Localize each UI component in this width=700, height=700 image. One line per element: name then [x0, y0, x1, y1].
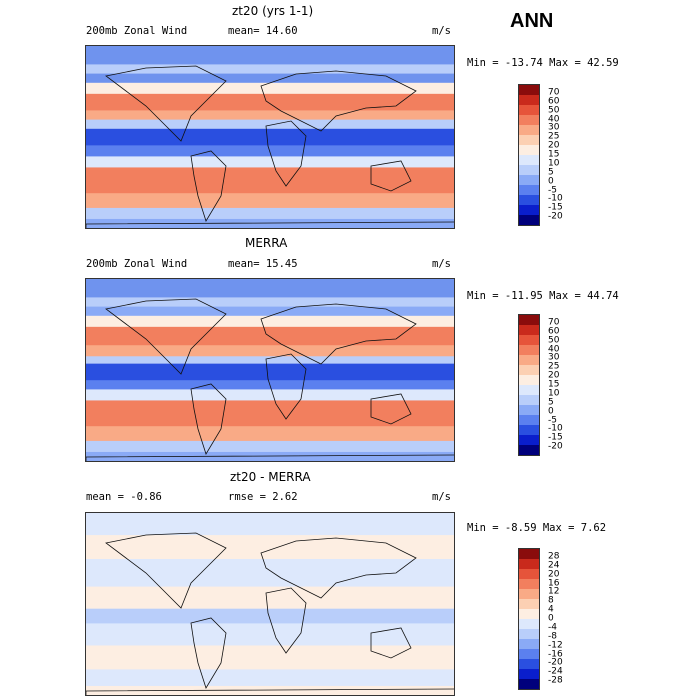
- colorbar-tick-label: 0: [548, 176, 554, 187]
- min-max-label: Min = -11.95 Max = 44.74: [467, 290, 619, 302]
- colorbar-tick-label: 50: [548, 335, 560, 346]
- colorbar-tick-label: 28: [548, 551, 560, 562]
- colorbar-tick-label: -10: [548, 423, 563, 434]
- difference-map: [85, 512, 455, 696]
- season-label: ANN: [510, 10, 554, 32]
- colorbar-tick-label: 15: [548, 149, 560, 160]
- colorbar-tick-label: 20: [548, 370, 560, 381]
- colorbar-tick-label: 10: [548, 158, 560, 169]
- panel-title: zt20 (yrs 1-1): [232, 4, 314, 18]
- units-label: m/s: [432, 491, 451, 503]
- variable-label: 200mb Zonal Wind: [86, 25, 188, 37]
- colorbar-tick-label: -16: [548, 649, 563, 659]
- colorbar-tick-label: 30: [548, 122, 560, 133]
- colorbar-tick-label: -4: [548, 622, 557, 633]
- colorbar-tick-label: -5: [548, 185, 557, 195]
- colorbar-tick-label: 20: [548, 569, 560, 580]
- colorbar-tick-label: 30: [548, 352, 560, 363]
- colorbar-tick-label: 50: [548, 105, 560, 116]
- colorbar-tick-label: 25: [548, 131, 560, 142]
- colorbar-tick-label: 40: [548, 344, 560, 354]
- colorbar-tick-label: 10: [548, 388, 560, 399]
- colorbar-tick-label: -24: [548, 666, 563, 677]
- colorbar: [518, 548, 540, 690]
- wind-map: [85, 45, 455, 229]
- colorbar-tick-label: 0: [548, 613, 554, 624]
- colorbar-tick-label: -28: [548, 675, 563, 686]
- mean-label: mean = -0.86: [86, 491, 162, 503]
- colorbar-tick-label: 15: [548, 379, 560, 390]
- colorbar: [518, 314, 540, 456]
- colorbar-tick-label: -20: [548, 441, 563, 452]
- colorbar-tick-label: 60: [548, 326, 560, 337]
- colorbar-tick-label: -15: [548, 432, 563, 443]
- colorbar-tick-label: -15: [548, 202, 563, 213]
- colorbar-tick-label: 0: [548, 406, 554, 417]
- colorbar-tick-label: 16: [548, 578, 560, 588]
- panel-title: zt20 - MERRA: [230, 470, 311, 484]
- colorbar-tick-label: -10: [548, 193, 563, 204]
- colorbar-tick-label: 25: [548, 361, 560, 372]
- colorbar-tick-label: -12: [548, 640, 563, 651]
- colorbar-tick-label: 70: [548, 317, 560, 328]
- units-label: m/s: [432, 258, 451, 270]
- colorbar-tick-label: 40: [548, 114, 560, 124]
- mean-label: mean= 15.45: [228, 258, 298, 270]
- colorbar-tick-label: 70: [548, 87, 560, 98]
- colorbar-tick-label: -5: [548, 415, 557, 425]
- colorbar-tick-label: -20: [548, 211, 563, 222]
- rmse-label: rmse = 2.62: [228, 491, 298, 503]
- colorbar: [518, 84, 540, 226]
- colorbar-tick-label: 4: [548, 604, 554, 615]
- colorbar-tick-label: 20: [548, 140, 560, 151]
- units-label: m/s: [432, 25, 451, 37]
- colorbar-tick-label: 8: [548, 595, 554, 606]
- colorbar-tick-label: 5: [548, 167, 554, 178]
- mean-label: mean= 14.60: [228, 25, 298, 37]
- variable-label: 200mb Zonal Wind: [86, 258, 188, 270]
- colorbar-tick-label: 5: [548, 397, 554, 408]
- panel-title: MERRA: [245, 236, 288, 250]
- min-max-label: Min = -13.74 Max = 42.59: [467, 57, 619, 69]
- min-max-label: Min = -8.59 Max = 7.62: [467, 522, 607, 534]
- colorbar-tick-label: -20: [548, 657, 563, 668]
- colorbar-tick-label: 60: [548, 96, 560, 107]
- wind-map: [85, 278, 455, 462]
- colorbar-tick-label: -8: [548, 631, 557, 642]
- colorbar-tick-label: 12: [548, 586, 560, 597]
- colorbar-tick-label: 24: [548, 560, 560, 571]
